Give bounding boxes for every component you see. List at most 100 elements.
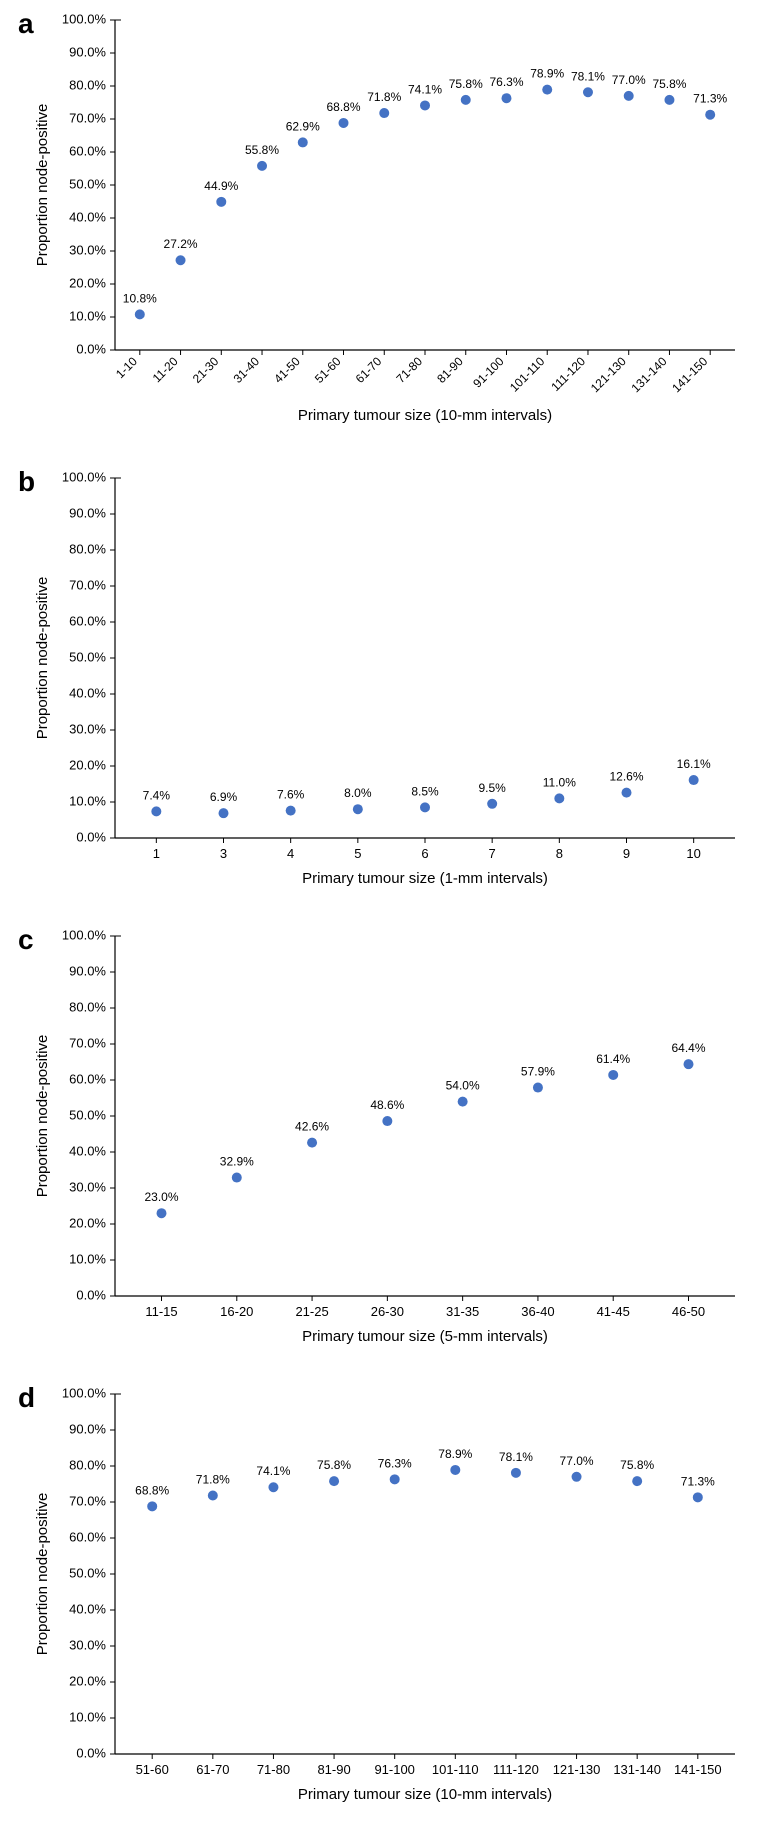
svg-text:141-150: 141-150 xyxy=(674,1762,722,1777)
data-label: 71.3% xyxy=(681,1474,715,1488)
svg-text:20.0%: 20.0% xyxy=(69,757,106,772)
chart-svg-a: 0.0%10.0%20.0%30.0%40.0%50.0%60.0%70.0%8… xyxy=(0,0,784,458)
data-point xyxy=(458,1097,468,1107)
data-point xyxy=(693,1492,703,1502)
data-point xyxy=(624,91,634,101)
data-point xyxy=(286,806,296,816)
chart-panel-c: c0.0%10.0%20.0%30.0%40.0%50.0%60.0%70.0%… xyxy=(0,916,784,1374)
data-point xyxy=(257,161,267,171)
svg-text:100.0%: 100.0% xyxy=(62,469,107,484)
svg-text:0.0%: 0.0% xyxy=(76,829,106,844)
chart-svg-b: 0.0%10.0%20.0%30.0%40.0%50.0%60.0%70.0%8… xyxy=(0,458,784,916)
data-point xyxy=(232,1173,242,1183)
svg-text:50.0%: 50.0% xyxy=(69,176,106,191)
data-point xyxy=(533,1083,543,1093)
data-point xyxy=(379,108,389,118)
svg-text:81-90: 81-90 xyxy=(317,1762,350,1777)
svg-text:100.0%: 100.0% xyxy=(62,927,107,942)
data-label: 44.9% xyxy=(204,179,238,193)
svg-text:101-110: 101-110 xyxy=(507,354,548,395)
svg-text:91-100: 91-100 xyxy=(470,354,507,391)
svg-text:10.0%: 10.0% xyxy=(69,1709,106,1724)
svg-text:26-30: 26-30 xyxy=(371,1304,404,1319)
svg-text:60.0%: 60.0% xyxy=(69,1071,106,1086)
data-point xyxy=(298,137,308,147)
svg-text:70.0%: 70.0% xyxy=(69,1493,106,1508)
chart-svg-d: 0.0%10.0%20.0%30.0%40.0%50.0%60.0%70.0%8… xyxy=(0,1374,784,1832)
data-point xyxy=(572,1472,582,1482)
svg-text:60.0%: 60.0% xyxy=(69,613,106,628)
svg-text:4: 4 xyxy=(287,846,294,861)
svg-text:50.0%: 50.0% xyxy=(69,1107,106,1122)
svg-text:36-40: 36-40 xyxy=(521,1304,554,1319)
data-point xyxy=(329,1476,339,1486)
svg-text:10.0%: 10.0% xyxy=(69,308,106,323)
figure-container: a0.0%10.0%20.0%30.0%40.0%50.0%60.0%70.0%… xyxy=(0,0,784,1832)
svg-text:0.0%: 0.0% xyxy=(76,341,106,356)
svg-text:80.0%: 80.0% xyxy=(69,1457,106,1472)
svg-text:40.0%: 40.0% xyxy=(69,685,106,700)
data-label: 61.4% xyxy=(596,1052,630,1066)
data-point xyxy=(307,1138,317,1148)
svg-text:1: 1 xyxy=(153,846,160,861)
svg-text:71-80: 71-80 xyxy=(394,354,426,386)
svg-text:51-60: 51-60 xyxy=(312,354,344,386)
svg-text:111-120: 111-120 xyxy=(548,354,588,394)
data-point xyxy=(219,808,229,818)
data-point xyxy=(157,1208,167,1218)
data-point xyxy=(622,788,632,798)
svg-text:41-45: 41-45 xyxy=(597,1304,630,1319)
svg-text:71-80: 71-80 xyxy=(257,1762,290,1777)
data-point xyxy=(216,197,226,207)
svg-text:5: 5 xyxy=(354,846,361,861)
svg-text:131-140: 131-140 xyxy=(613,1762,661,1777)
data-label: 75.8% xyxy=(317,1458,351,1472)
svg-text:80.0%: 80.0% xyxy=(69,77,106,92)
svg-text:81-90: 81-90 xyxy=(434,354,466,386)
data-label: 27.2% xyxy=(164,237,198,251)
svg-text:30.0%: 30.0% xyxy=(69,242,106,257)
data-label: 6.9% xyxy=(210,790,238,804)
y-axis-title: Proportion node-positive xyxy=(34,1035,51,1198)
svg-text:90.0%: 90.0% xyxy=(69,44,106,59)
data-label: 55.8% xyxy=(245,143,279,157)
y-axis-title: Proportion node-positive xyxy=(34,1493,51,1656)
data-point xyxy=(176,255,186,265)
data-point xyxy=(147,1501,157,1511)
svg-text:100.0%: 100.0% xyxy=(62,11,107,26)
data-label: 16.1% xyxy=(677,757,711,771)
data-point xyxy=(353,804,363,814)
data-label: 78.9% xyxy=(530,67,564,81)
data-point xyxy=(511,1468,521,1478)
svg-text:70.0%: 70.0% xyxy=(69,1035,106,1050)
data-label: 76.3% xyxy=(489,75,523,89)
svg-text:40.0%: 40.0% xyxy=(69,209,106,224)
data-point xyxy=(151,806,161,816)
svg-text:31-40: 31-40 xyxy=(231,354,263,386)
data-point xyxy=(632,1476,642,1486)
data-label: 71.8% xyxy=(367,90,401,104)
svg-text:6: 6 xyxy=(421,846,428,861)
svg-text:50.0%: 50.0% xyxy=(69,1565,106,1580)
data-label: 12.6% xyxy=(609,770,643,784)
data-label: 57.9% xyxy=(521,1065,555,1079)
data-point xyxy=(501,93,511,103)
data-point xyxy=(689,775,699,785)
svg-text:60.0%: 60.0% xyxy=(69,1529,106,1544)
data-label: 8.0% xyxy=(344,786,372,800)
data-point xyxy=(664,95,674,105)
data-label: 74.1% xyxy=(408,82,442,96)
data-point xyxy=(608,1070,618,1080)
svg-text:10.0%: 10.0% xyxy=(69,1251,106,1266)
svg-text:70.0%: 70.0% xyxy=(69,577,106,592)
chart-svg-c: 0.0%10.0%20.0%30.0%40.0%50.0%60.0%70.0%8… xyxy=(0,916,784,1374)
svg-text:141-150: 141-150 xyxy=(669,354,710,395)
data-point xyxy=(390,1474,400,1484)
svg-text:80.0%: 80.0% xyxy=(69,999,106,1014)
x-axis-title: Primary tumour size (5-mm intervals) xyxy=(302,1328,548,1345)
data-label: 75.8% xyxy=(620,1458,654,1472)
data-point xyxy=(208,1491,218,1501)
data-point xyxy=(450,1465,460,1475)
data-point xyxy=(461,95,471,105)
svg-text:40.0%: 40.0% xyxy=(69,1601,106,1616)
